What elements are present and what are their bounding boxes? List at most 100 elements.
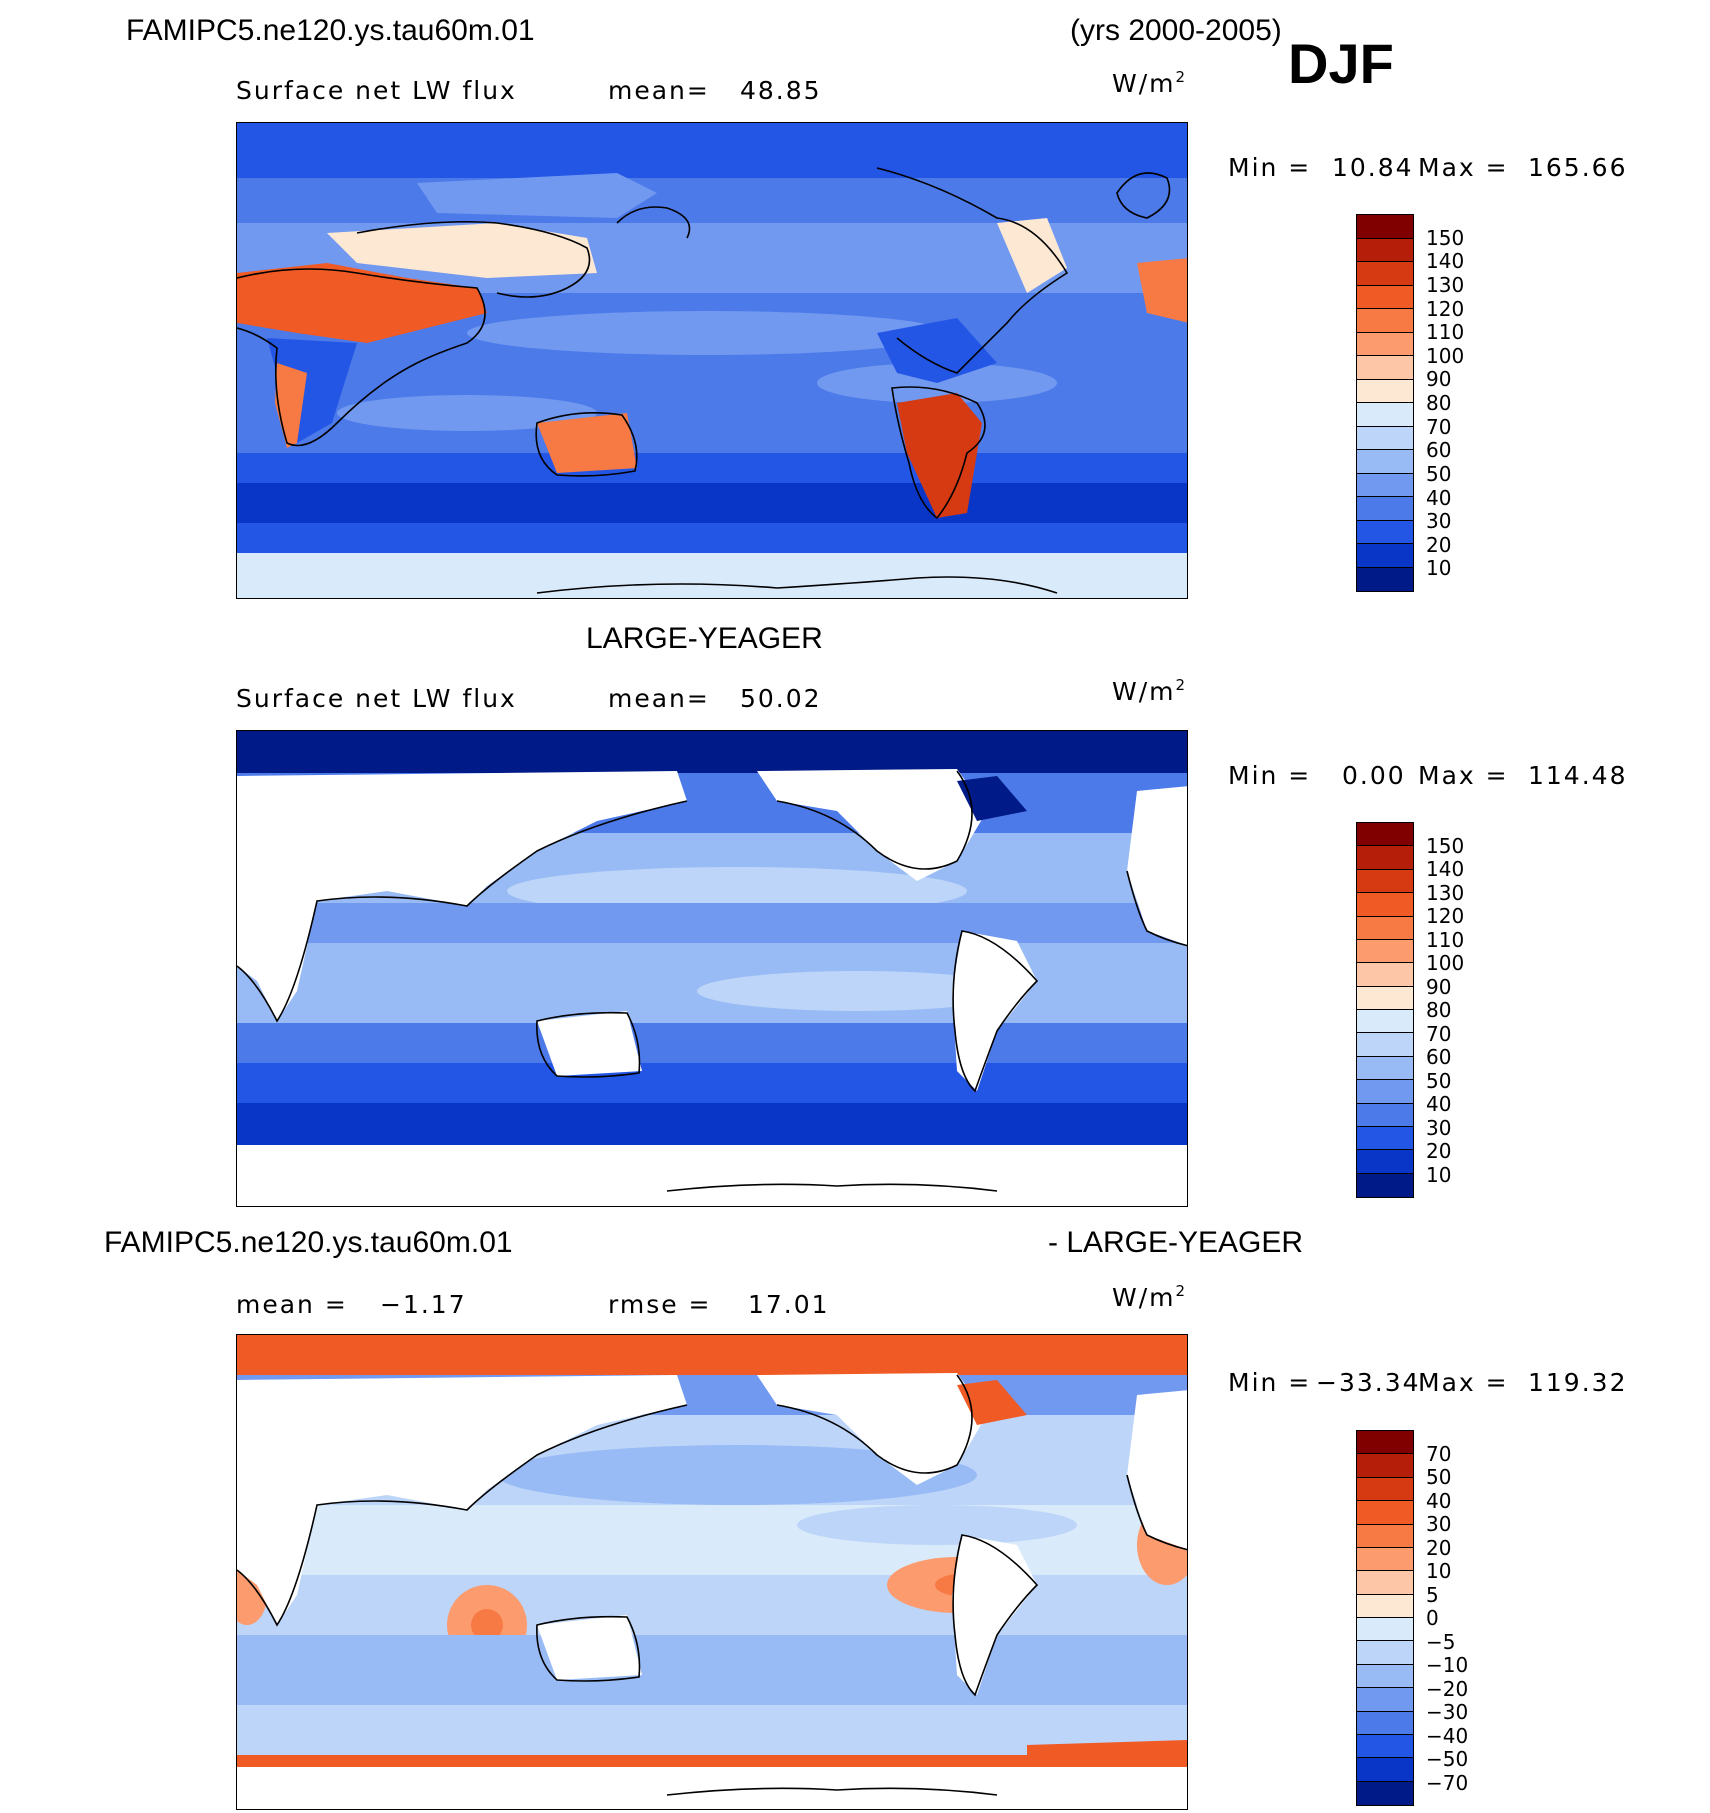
panel1-min-label: Min = bbox=[1228, 153, 1312, 182]
colorbar-tick-label: 10 bbox=[1426, 1162, 1452, 1187]
colorbar-tick-label: 30 bbox=[1426, 1115, 1452, 1140]
colorbar-swatch bbox=[1357, 1126, 1413, 1151]
colorbar-tick-label: 40 bbox=[1426, 1488, 1452, 1513]
colorbar-swatch bbox=[1357, 1664, 1413, 1689]
colorbar-swatch bbox=[1357, 1477, 1413, 1502]
colorbar-swatch bbox=[1357, 893, 1413, 917]
panel1-mean-label: mean= bbox=[608, 76, 710, 105]
colorbar-swatch bbox=[1357, 1641, 1413, 1665]
colorbar-swatch bbox=[1357, 1033, 1413, 1057]
colorbar-tick-label: 130 bbox=[1426, 272, 1465, 297]
panel2-mean-value: 50.02 bbox=[740, 684, 822, 713]
colorbar-tick-label: 10 bbox=[1426, 1559, 1452, 1583]
panel1-max-value: 165.66 bbox=[1528, 153, 1628, 182]
panel1-variable: Surface net LW flux bbox=[236, 76, 517, 105]
colorbar-tick-label: 140 bbox=[1426, 249, 1465, 274]
panel2-variable: Surface net LW flux bbox=[236, 684, 517, 713]
panel1-min-value: 10.84 bbox=[1332, 153, 1414, 182]
colorbar-swatch bbox=[1357, 1571, 1413, 1595]
colorbar-tick-label: 60 bbox=[1426, 1045, 1452, 1069]
colorbar-swatch bbox=[1357, 379, 1413, 403]
colorbar-swatch bbox=[1357, 356, 1413, 380]
colorbar-tick-label: 0 bbox=[1426, 1606, 1439, 1630]
panel3-units: W/m2 bbox=[1112, 1282, 1188, 1312]
colorbar-swatch bbox=[1357, 1758, 1413, 1782]
colorbar-swatch bbox=[1357, 567, 1413, 591]
colorbar-swatch bbox=[1357, 1103, 1413, 1127]
panel1-units: W/m2 bbox=[1112, 68, 1188, 98]
colorbar-swatch bbox=[1357, 1431, 1413, 1455]
colorbar-swatch bbox=[1357, 450, 1413, 474]
colorbar-swatch bbox=[1357, 1150, 1413, 1174]
colorbar-swatch bbox=[1357, 1173, 1413, 1197]
colorbar-tick-label: 20 bbox=[1426, 532, 1452, 557]
colorbar-tick-label: −50 bbox=[1426, 1747, 1469, 1771]
colorbar-tick-label: 130 bbox=[1426, 880, 1465, 905]
colorbar-swatch bbox=[1357, 1056, 1413, 1081]
colorbar-swatch bbox=[1357, 1594, 1413, 1618]
colorbar-tick-label: 60 bbox=[1426, 438, 1452, 463]
panel2-max-value: 114.48 bbox=[1528, 761, 1628, 790]
colorbar-swatch bbox=[1357, 1734, 1413, 1759]
colorbar-tick-label: 100 bbox=[1426, 343, 1465, 368]
colorbar-tick-label: 40 bbox=[1426, 1092, 1452, 1116]
colorbar-swatch bbox=[1357, 473, 1413, 497]
case-title: FAMIPC5.ne120.ys.tau60m.01 bbox=[126, 14, 535, 47]
colorbar-tick-label: 50 bbox=[1426, 1465, 1452, 1489]
colorbar-tick-label: 70 bbox=[1426, 414, 1452, 439]
panel3-mean-label: mean = bbox=[236, 1290, 348, 1319]
colorbar-tick-label: −30 bbox=[1426, 1700, 1469, 1724]
colorbar-swatch bbox=[1357, 986, 1413, 1010]
colorbar-tick-label: 110 bbox=[1426, 320, 1465, 345]
panel3-min-value: −33.34 bbox=[1316, 1368, 1421, 1397]
colorbar-swatch bbox=[1357, 215, 1413, 239]
colorbar-swatch bbox=[1357, 262, 1413, 286]
panel2-field bbox=[237, 731, 1187, 1206]
colorbar-tick-label: 110 bbox=[1426, 927, 1465, 952]
colorbar-tick-label: 5 bbox=[1426, 1582, 1439, 1607]
colorbar-swatch bbox=[1357, 939, 1413, 964]
colorbar-tick-label: 40 bbox=[1426, 485, 1452, 510]
colorbar-tick-label: −40 bbox=[1426, 1723, 1469, 1748]
colorbar-swatch bbox=[1357, 1080, 1413, 1104]
colorbar-tick-label: 70 bbox=[1426, 1441, 1452, 1466]
panel1-map bbox=[236, 122, 1188, 599]
colorbar-tick-label: 80 bbox=[1426, 391, 1452, 415]
colorbar-swatch bbox=[1357, 497, 1413, 521]
colorbar-swatch bbox=[1357, 1454, 1413, 1478]
colorbar-swatch bbox=[1357, 426, 1413, 450]
years-label: (yrs 2000-2005) bbox=[1070, 14, 1282, 47]
colorbar-tick-label: 20 bbox=[1426, 1139, 1452, 1163]
panel2-mean-label: mean= bbox=[608, 684, 710, 713]
colorbar-tick-label: 90 bbox=[1426, 367, 1452, 392]
colorbar-swatch bbox=[1357, 238, 1413, 262]
panel3-rmse-label: rmse = bbox=[608, 1290, 712, 1319]
season-label: DJF bbox=[1288, 32, 1394, 95]
panel2-title: LARGE-YEAGER bbox=[586, 622, 823, 655]
colorbar-tick-label: 70 bbox=[1426, 1021, 1452, 1046]
colorbar-swatch bbox=[1357, 1524, 1413, 1548]
colorbar-tick-label: 50 bbox=[1426, 1068, 1452, 1093]
colorbar-tick-label: 20 bbox=[1426, 1535, 1452, 1560]
panel3-rmse-value: 17.01 bbox=[748, 1290, 830, 1319]
colorbar-tick-label: 150 bbox=[1426, 225, 1465, 250]
colorbar-swatch bbox=[1357, 869, 1413, 894]
panel2-min-value: 0.00 bbox=[1342, 761, 1406, 790]
colorbar-swatch bbox=[1357, 1547, 1413, 1572]
colorbar-tick-label: 150 bbox=[1426, 833, 1465, 858]
colorbar-swatch bbox=[1357, 846, 1413, 870]
colorbar-swatch bbox=[1357, 1618, 1413, 1642]
colorbar-tick-label: 90 bbox=[1426, 974, 1452, 999]
colorbar-tick-label: 30 bbox=[1426, 509, 1452, 534]
panel3-map bbox=[236, 1334, 1188, 1810]
panel2-colorbar bbox=[1356, 822, 1414, 1198]
panel3-colorbar bbox=[1356, 1430, 1414, 1806]
colorbar-swatch bbox=[1357, 1501, 1413, 1525]
panel2-min-label: Min = bbox=[1228, 761, 1312, 790]
panel2-map bbox=[236, 730, 1188, 1207]
colorbar-tick-label: 120 bbox=[1426, 904, 1465, 928]
panel1-field bbox=[237, 123, 1187, 598]
colorbar-tick-label: 10 bbox=[1426, 556, 1452, 581]
colorbar-swatch bbox=[1357, 520, 1413, 544]
panel3-title-right: - LARGE-YEAGER bbox=[1048, 1226, 1304, 1259]
